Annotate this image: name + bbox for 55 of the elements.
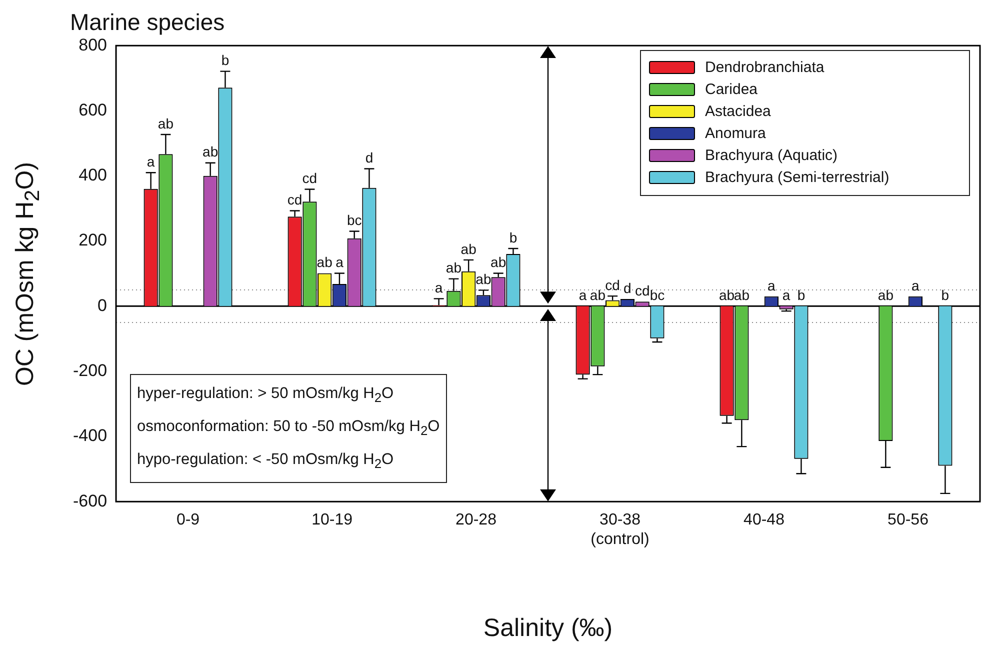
data-label: a [912, 277, 920, 294]
x-tick-label: 10-19 [312, 512, 353, 529]
y-tick-label: 0 [98, 296, 108, 315]
y-tick-label: 800 [78, 35, 108, 54]
data-label: b [797, 287, 806, 304]
x-axis-title: Salinity (‰) [483, 614, 613, 642]
y-tick-label: -200 [72, 361, 108, 380]
x-tick-label: 50-56 [888, 512, 929, 529]
data-label: ab [460, 240, 477, 257]
data-label: ab [446, 260, 462, 276]
annotation: osmoconformation: 50 to -50 mOsm/kg H$_{2}$O [137, 417, 440, 440]
data-label: d [365, 150, 374, 166]
annotation: hyper-regulation: > 50 mOsm/kg H$_{2}$O [137, 384, 395, 408]
chart-title: Marine species [70, 9, 225, 36]
data-label: ab [158, 115, 174, 132]
data-label: ab [476, 271, 492, 288]
data-label: cd [287, 192, 302, 208]
x-tick-label: 0-9 [176, 512, 200, 529]
data-label: ab [590, 287, 606, 304]
data-label: cd [302, 170, 318, 186]
data-label: a [146, 153, 155, 170]
legend-label: Brachyura (Semi-terrestrial) [705, 169, 890, 186]
data-label: ab [719, 287, 735, 304]
data-label: b [509, 229, 518, 246]
data-label: a [782, 287, 790, 304]
y-tick-label: -400 [72, 426, 108, 446]
data-label: d [624, 280, 632, 296]
data-label: cd [605, 276, 620, 293]
data-label: ab [734, 287, 750, 304]
data-label: b [221, 52, 230, 68]
data-label: a [578, 287, 587, 304]
legend-label: Caridea [705, 81, 758, 98]
data-label: ab [316, 254, 333, 270]
y-tick-label: 400 [78, 166, 108, 185]
y-tick-label: 200 [78, 230, 108, 250]
x-tick-label: 30-38 (control) [590, 512, 650, 548]
legend-label: Brachyura (Aquatic) [705, 147, 838, 164]
data-label: b [941, 287, 950, 304]
data-label: bc [650, 287, 665, 304]
legend-label: Astacidea [705, 103, 771, 120]
data-label: a [434, 280, 443, 296]
annotation: hypo-regulation: < -50 mOsm/kg H$_{2}$O [137, 450, 395, 474]
data-label: ab [202, 144, 218, 160]
data-label: a [336, 254, 344, 270]
x-tick-label: 20-28 [456, 512, 497, 529]
data-label: cd [634, 282, 650, 298]
x-tick-label: 40-48 [744, 512, 785, 529]
data-label: a [768, 277, 776, 294]
legend-label: Dendrobranchiata [705, 59, 824, 76]
data-label: ab [878, 287, 894, 304]
data-label: bc [346, 212, 362, 228]
y-tick-label: -600 [72, 491, 108, 510]
legend-label: Anomura [705, 125, 766, 142]
y-tick-label: 600 [78, 100, 108, 120]
data-label: ab [490, 254, 506, 270]
